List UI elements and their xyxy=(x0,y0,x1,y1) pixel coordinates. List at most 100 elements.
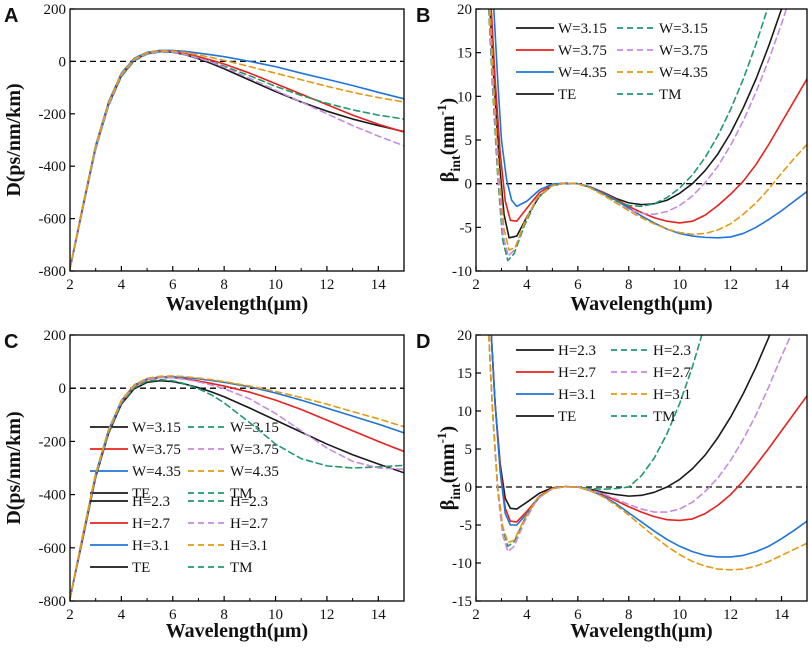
y-axis-title: D(ps/nm/km) xyxy=(3,411,25,524)
legend-label: W=4.35 xyxy=(558,65,607,81)
panel-letter: C xyxy=(4,331,18,353)
x-tick-label: 4 xyxy=(523,607,531,623)
y-tick-label: 5 xyxy=(465,442,473,458)
y-tick-label: -400 xyxy=(39,488,67,504)
y-tick-label: -10 xyxy=(452,264,472,280)
legend-label: H=2.7 xyxy=(653,365,692,381)
x-tick-label: 4 xyxy=(118,277,126,293)
x-tick-label: 6 xyxy=(169,607,177,623)
y-tick-label: 10 xyxy=(457,404,472,420)
legend-label: W=4.35 xyxy=(230,464,279,480)
series-group xyxy=(70,49,404,270)
y-tick-label: 0 xyxy=(59,54,67,70)
legend-label: W=3.15 xyxy=(230,420,279,436)
y-tick-label: 5 xyxy=(465,133,473,149)
panel-c: C 2 4 6 8 10 12 14 -800 -600 -400 -200 0 200 Wavelengt… xyxy=(3,328,405,642)
legend-label: W=4.35 xyxy=(132,464,181,480)
series-line-tm-w-4-35 xyxy=(70,49,404,270)
x-tick-label: 12 xyxy=(319,607,334,623)
x-tick-label: 2 xyxy=(66,607,74,623)
x-tick-label: 6 xyxy=(574,607,582,623)
series-line-tm-h-2-7 xyxy=(487,335,792,553)
legend-label: W=4.35 xyxy=(659,65,708,81)
legend: H=2.3 H=2.3 H=2.7 H=2.7 H=3.1 H=3.1 TE TM xyxy=(90,494,269,576)
legend-label: TM xyxy=(659,87,682,103)
legend-label: H=2.7 xyxy=(230,516,269,532)
x-tick-label: 14 xyxy=(371,277,387,293)
legend-label: W=3.15 xyxy=(659,21,708,37)
x-tick-label: 10 xyxy=(672,607,687,623)
legend-label: W=3.75 xyxy=(132,442,181,458)
series-line-tm-h-3-1 xyxy=(487,335,807,571)
y-axis-title: βint(mm-1) xyxy=(434,426,464,510)
legend: W=3.15 W=3.15 W=3.75 W=3.75 W=4.35 W=4.35 TE TM xyxy=(90,420,279,502)
y-tick-label: 0 xyxy=(465,480,473,496)
y-tick-label: 200 xyxy=(44,2,67,18)
series-line-te-w-4-35 xyxy=(493,9,807,239)
series-line-te-w-3-75 xyxy=(70,50,404,270)
y-tick-label: -800 xyxy=(39,264,67,280)
x-tick-label: 4 xyxy=(523,277,531,293)
x-tick-label: 14 xyxy=(774,277,790,293)
plot-frame xyxy=(69,334,405,602)
legend-label: TM xyxy=(653,409,676,425)
plot-frame xyxy=(475,8,808,272)
panel-letter: B xyxy=(416,5,430,27)
x-tick-label: 10 xyxy=(268,277,283,293)
y-tick-label: 0 xyxy=(465,177,473,193)
legend-label: W=3.75 xyxy=(558,43,607,59)
series-line-tm-h-2-7 xyxy=(70,376,404,600)
legend-label: TM xyxy=(230,560,253,576)
y-tick-label: 20 xyxy=(457,2,472,18)
x-tick-label: 6 xyxy=(574,277,582,293)
x-tick-label: 8 xyxy=(625,277,633,293)
legend-label: H=2.3 xyxy=(653,343,691,359)
legend-label: H=2.3 xyxy=(230,494,268,510)
y-tick-label: -600 xyxy=(39,541,67,557)
y-axis-title: βint(mm-1) xyxy=(434,98,464,182)
series-line-tm-w-3-15 xyxy=(487,9,769,262)
x-tick-label: 12 xyxy=(723,607,738,623)
legend-label: TE xyxy=(558,87,576,103)
legend-label: H=2.7 xyxy=(558,365,597,381)
legend-label: H=3.1 xyxy=(230,538,268,554)
series-line-te-w-3-15 xyxy=(489,9,783,239)
x-tick-label: 8 xyxy=(220,607,228,623)
legend-label: TE xyxy=(558,409,576,425)
y-tick-label: -800 xyxy=(39,594,67,610)
series-line-te-w-4-35 xyxy=(70,49,404,270)
x-tick-label: 2 xyxy=(472,607,480,623)
series-group xyxy=(487,335,807,571)
y-tick-label: -10 xyxy=(452,556,472,572)
y-axis-title: D(ps/nm/km) xyxy=(3,83,25,196)
panel-b: B 2 4 6 8 10 12 14 -10 -5 0 5 10 15 20 Wavelength(μm) βi… xyxy=(416,2,808,315)
panel-letter: D xyxy=(416,331,430,353)
x-axis-title: Wavelength(μm) xyxy=(166,620,308,642)
panel-d: D 2 4 6 8 10 12 14 -15 -10 -5 0 5 10 15 20 Wavelength(μm… xyxy=(416,328,808,642)
legend-label: W=3.15 xyxy=(558,21,607,37)
series-line-tm-w-3-75 xyxy=(70,50,404,270)
x-tick-label: 8 xyxy=(220,277,228,293)
legend-label: H=3.1 xyxy=(558,387,596,403)
series-line-te-h-2-7 xyxy=(490,335,807,523)
legend-label: W=3.15 xyxy=(132,420,181,436)
x-tick-label: 12 xyxy=(319,277,334,293)
y-tick-label: 15 xyxy=(457,46,472,62)
series-line-te-w-3-75 xyxy=(490,9,807,224)
y-tick-label: -200 xyxy=(39,434,67,450)
y-tick-label: -200 xyxy=(39,107,67,123)
legend-label: H=3.1 xyxy=(132,538,170,554)
x-tick-label: 14 xyxy=(371,607,387,623)
x-tick-label: 12 xyxy=(723,277,738,293)
series-group xyxy=(70,375,404,600)
x-tick-label: 4 xyxy=(118,607,126,623)
x-tick-label: 10 xyxy=(268,607,283,623)
plot-frame xyxy=(475,334,808,602)
x-tick-label: 6 xyxy=(169,277,177,293)
legend-label: H=2.3 xyxy=(132,494,170,510)
y-tick-label: -5 xyxy=(460,518,473,534)
y-tick-label: 20 xyxy=(457,328,472,344)
series-group xyxy=(487,9,807,262)
legend-label: W=3.75 xyxy=(230,442,279,458)
